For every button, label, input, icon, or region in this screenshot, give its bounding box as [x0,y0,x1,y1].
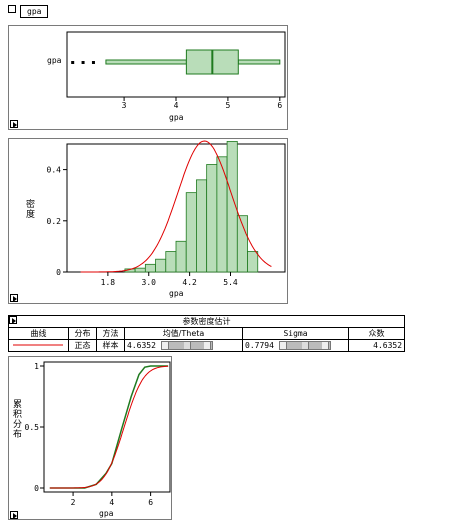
cdf-ylabel: 累积分布 [11,399,21,439]
cdf-ytick-label: 0 [34,484,39,493]
boxplot-tick-label: 5 [225,101,230,110]
cdf-xtick-label: 2 [71,498,76,507]
boxplot-chart: 3 4 5 6 [66,31,286,110]
sigma-cell: 0.7794 [242,339,349,352]
header-sigma: Sigma [242,327,349,340]
boxplot-xlabel: gpa [169,113,184,122]
histogram-xtick-label: 4.2 [182,278,197,287]
header-curve: 曲线 [8,327,69,340]
mode-value: 4.6352 [347,339,406,352]
histogram-ylabel: 密度 [24,199,34,219]
header-method: 方法 [96,327,125,340]
boxplot-tick-label: 6 [277,101,282,110]
curve-swatch[interactable] [8,339,69,352]
cdf-chart: 2 4 6 1 0.5 0 [25,361,171,507]
mean-slider[interactable] [160,341,213,350]
mean-cell: 4.6352 [124,339,243,352]
boxplot-tick-label: 4 [174,101,179,110]
histogram-bar [144,263,156,273]
table-title: 参数密度估计 [7,315,406,328]
histogram-expand-icon[interactable] [10,294,18,302]
whisker-high [237,59,281,65]
header-mean: 均值/Theta [124,327,243,340]
cdf-ytick-label: 1 [34,362,39,371]
outlier-point [71,61,75,64]
histogram-bar [185,192,197,273]
histogram-xtick-label: 3.0 [142,278,157,287]
histogram-bar [155,258,167,273]
histogram-panel: 密度 1.8 3.0 4.2 5.4 0.4 0.2 0 gpa [8,138,288,304]
whisker-low [105,59,187,65]
histogram-bar [226,141,238,273]
histogram-bar [134,267,146,273]
cdf-expand-icon[interactable] [10,511,18,519]
cdf-xtick-label: 4 [109,498,114,507]
parametric-estimate-table: 参数密度估计 曲线 分布 方法 均值/Theta Sigma 众数 正态 样本 … [7,315,406,352]
sigma-slider[interactable] [278,341,331,350]
mean-value: 4.6352 [127,341,156,350]
histogram-xtick-label: 5.4 [223,278,238,287]
histogram-ytick-label: 0.4 [47,166,62,175]
outlier-point [81,61,85,64]
cdf-ytick-label: 0.5 [25,423,40,432]
boxplot-ylabel: gpa [47,56,62,65]
histogram-ytick-label: 0.2 [47,217,62,226]
top-tag-label: gpa [20,5,49,18]
histogram-bar [247,251,259,273]
method-value: 样本 [96,339,125,352]
boxplot-expand-icon[interactable] [10,120,18,128]
histogram-bar [206,164,218,273]
dist-value: 正态 [68,339,97,352]
histogram-bar [165,251,177,273]
histogram-bar [175,240,187,273]
cdf-xtick-label: 6 [148,498,153,507]
boxplot-panel: gpa 3 4 5 6 gpa [8,25,288,130]
header-dist: 分布 [68,327,97,340]
histogram-bar [196,179,208,273]
histogram-ytick-label: 0 [56,268,61,277]
histogram-bar [216,156,228,273]
histogram-xtick-label: 1.8 [101,278,116,287]
header-mode: 众数 [347,327,406,340]
histogram-xlabel: gpa [169,289,184,298]
cdf-xlabel: gpa [99,509,114,518]
boxplot-tick-label: 3 [122,101,127,110]
histogram-chart: 1.8 3.0 4.2 5.4 0.4 0.2 0 [47,140,286,287]
outlier-point [91,61,95,64]
top-tag-checkbox[interactable] [8,5,16,13]
cdf-panel: 累积分布 2 4 6 1 0.5 0 gpa [8,356,172,520]
sigma-value: 0.7794 [245,341,274,350]
histogram-bar [236,215,248,273]
